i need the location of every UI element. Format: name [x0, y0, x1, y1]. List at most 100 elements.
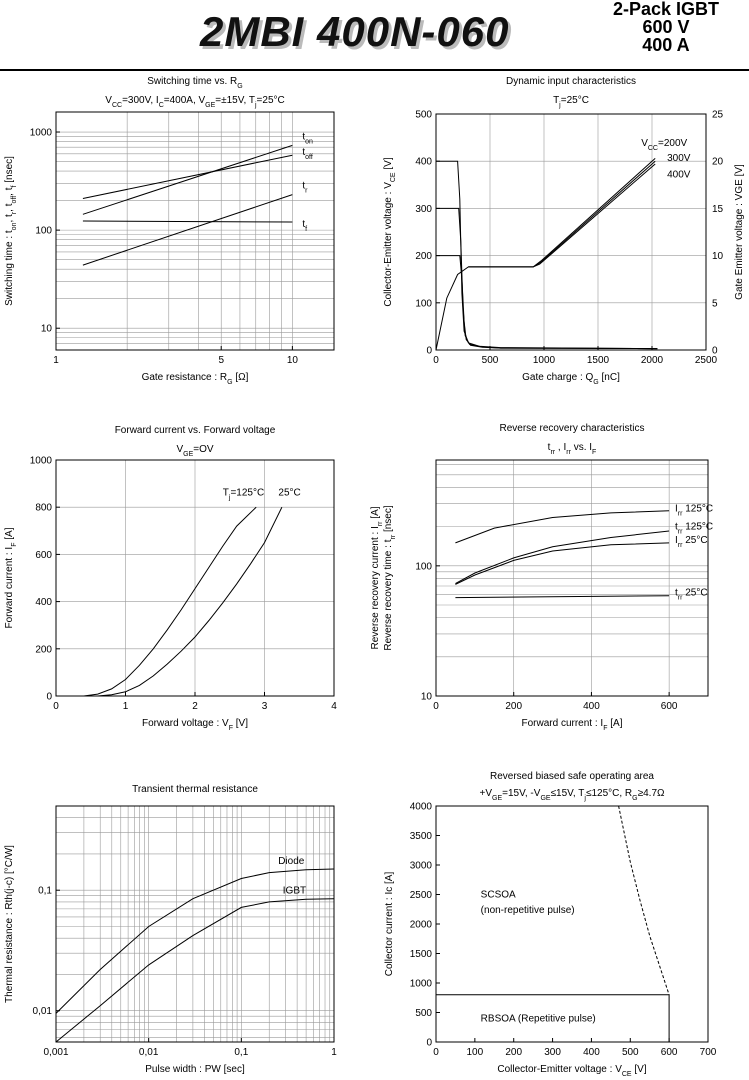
y-tick-label: 1000	[30, 128, 53, 139]
x-tick-label: 2	[192, 701, 198, 712]
y-tick-label: 500	[415, 1008, 432, 1019]
annotation: Tj=125°C	[223, 487, 264, 501]
x-tick-label: 200	[505, 701, 522, 712]
chart-title: Reverse recovery characteristics	[499, 423, 644, 434]
chart-subtitle: Tj=25°C	[553, 95, 589, 109]
header-rule	[0, 69, 749, 71]
annotation: Irr 125°C	[675, 503, 713, 517]
x-tick-label: 500	[482, 355, 499, 366]
plot-frame	[435, 113, 707, 351]
y-tick-label: 1000	[410, 979, 433, 990]
x-tick-label: 400	[583, 701, 600, 712]
y-tick-label: 200	[415, 251, 432, 262]
plot-frame	[55, 111, 335, 351]
series-line-vce-400v	[436, 160, 658, 350]
y-axis-label: Collector current : Ic [A]	[384, 872, 395, 977]
series-line-tj-125-c	[83, 506, 257, 697]
series-line-vge-300v	[468, 160, 656, 268]
x-tick-label: 300	[544, 1047, 561, 1058]
chart-dyn: 0 500 1000 1500 2000 250001002003004005000510…	[383, 76, 745, 386]
y2-axis-label: Gate Emitter voltage : VGE [V]	[734, 164, 745, 300]
series-label: tf	[302, 219, 307, 233]
x-tick-label: 0,1	[234, 1047, 248, 1058]
y2-tick-label: 25	[712, 110, 724, 121]
y-tick-label: 0	[426, 346, 432, 357]
annotation: 25°C	[278, 487, 300, 498]
y-tick-label: 400	[35, 597, 52, 608]
series-line-tf	[82, 220, 293, 223]
x-axis-label: Forward voltage : VF [V]	[142, 718, 248, 732]
y-axis-label-2: Reverse recovery time : trr [nsec]	[383, 505, 397, 651]
series-line-toff	[82, 154, 293, 199]
y2-tick-label: 5	[712, 298, 718, 309]
y-tick-label: 3000	[410, 861, 433, 872]
y-tick-label: 800	[35, 503, 52, 514]
plot-frame	[55, 805, 335, 1043]
chart-title: Switching time vs. RG	[147, 76, 242, 90]
y-axis-label: Thermal resistance : Rth(j-c) [°C/W]	[4, 845, 15, 1003]
chart-subtitle: +VGE=15V, -VGE≤15V, Tj≤125°C, RG≥4.7Ω	[480, 788, 665, 802]
x-tick-label: 600	[661, 1047, 678, 1058]
series-line-25-c	[97, 506, 283, 697]
chart-fwd: 0 1 2 3 4 0 200 400 600 800 1000 Forward current vs…	[4, 425, 337, 732]
chart-rr: 0 200 400 600 10 100 Reverse recovery characte…	[370, 423, 713, 732]
y2-tick-label: 10	[712, 251, 724, 262]
x-axis-label: Gate charge : QG [nC]	[522, 372, 620, 386]
y-tick-label: 1500	[410, 949, 433, 960]
x-tick-label: 5	[218, 355, 224, 366]
chart-title: Reversed biased safe operating area	[490, 771, 654, 782]
annotation: Irr 25°C	[675, 535, 708, 549]
y-tick-label: 3500	[410, 831, 433, 842]
chart-title: Transient thermal resistance	[132, 784, 258, 795]
series-line-vge-400v	[468, 163, 656, 268]
series-line-diode	[55, 868, 335, 1014]
page-header: 2MBI 400N-060 2-Pack IGBT 600 V 400 A	[0, 0, 749, 71]
x-tick-label: 1	[123, 701, 129, 712]
x-axis-label: Forward current : IF [A]	[522, 718, 623, 732]
series-line-irr-125-c	[455, 510, 670, 544]
annotation: SCSOA	[481, 889, 516, 900]
x-tick-label: 1	[53, 355, 59, 366]
x-axis-label: Collector-Emitter voltage : VCE [V]	[497, 1064, 646, 1078]
y-tick-label: 0,1	[38, 886, 52, 897]
x-tick-label: 2500	[695, 355, 718, 366]
x-tick-label: 1500	[587, 355, 610, 366]
x-tick-label: 0	[53, 701, 59, 712]
x-tick-label: 0	[433, 701, 439, 712]
y-tick-label: 600	[35, 550, 52, 561]
x-tick-label: 100	[467, 1047, 484, 1058]
y2-tick-label: 15	[712, 204, 724, 215]
chart-title: Dynamic input characteristics	[506, 76, 636, 87]
x-tick-label: 600	[661, 701, 678, 712]
chart-subtitle: VGE=OV	[176, 444, 213, 458]
y-tick-label: 0	[46, 692, 52, 703]
part-number: 2MBI 400N-060	[200, 8, 510, 55]
y-tick-label: 300	[415, 204, 432, 215]
chart-subtitle: VCC=300V, IC=400A, VGE=±15V, Tj=25°C	[105, 95, 284, 109]
series-line-vge-200v	[435, 158, 656, 351]
annotation: trr 125°C	[675, 522, 713, 536]
x-tick-label: 400	[583, 1047, 600, 1058]
chart-subtitle: trr , Irr vs. IF	[548, 442, 597, 456]
annotation: trr 25°C	[675, 588, 708, 602]
x-tick-label: 1000	[533, 355, 556, 366]
chart-rbsoa: 0 100 200 300 400 500 600 700 0 500 1000 1500 2000 25…	[384, 771, 717, 1078]
x-tick-label: 200	[505, 1047, 522, 1058]
series-line-vce-300v	[436, 207, 658, 350]
x-axis-label: Pulse width : PW [sec]	[145, 1064, 245, 1075]
series-line-irr-25-c	[455, 542, 670, 585]
y-tick-label: 4000	[410, 802, 433, 813]
x-tick-label: 1	[331, 1047, 337, 1058]
y-tick-label: 100	[35, 226, 52, 237]
annotation: (non-repetitive pulse)	[481, 905, 575, 916]
y-tick-label: 0,01	[33, 1006, 53, 1017]
series-line-vce-200v	[436, 255, 658, 350]
spec-line-voltage: 600 V	[642, 17, 690, 37]
annotation: 300V	[667, 153, 691, 164]
annotation: Diode	[278, 856, 305, 867]
spec-block: 2-Pack IGBT 600 V 400 A	[613, 0, 719, 54]
y-tick-label: 0	[426, 1038, 432, 1049]
plot-frame	[435, 805, 709, 1043]
x-tick-label: 3	[262, 701, 268, 712]
